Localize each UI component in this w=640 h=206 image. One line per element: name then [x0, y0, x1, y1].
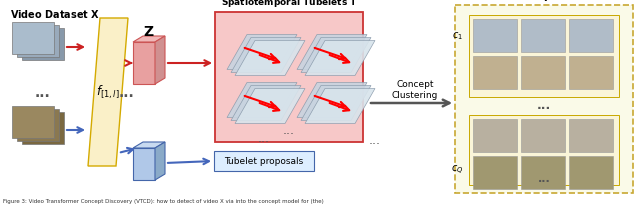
Polygon shape	[231, 37, 301, 73]
Bar	[214, 151, 314, 171]
Text: $\mathbf{Z}$: $\mathbf{Z}$	[143, 25, 155, 39]
Text: $f_{[1,l]}$: $f_{[1,l]}$	[96, 83, 120, 101]
Text: Concepts  $\mathbf{C}_l$: Concepts $\mathbf{C}_l$	[508, 0, 580, 3]
Polygon shape	[155, 36, 165, 84]
Bar	[569, 119, 613, 152]
Bar	[12, 22, 54, 54]
Text: ...: ...	[537, 98, 551, 111]
Text: ...: ...	[283, 124, 295, 137]
Bar	[17, 109, 59, 141]
Bar	[469, 15, 619, 97]
Bar	[215, 12, 363, 142]
Bar	[469, 115, 619, 185]
Polygon shape	[301, 85, 371, 121]
Bar	[521, 156, 565, 189]
Text: $c_1$: $c_1$	[452, 30, 463, 42]
Text: $c_Q$: $c_Q$	[451, 163, 463, 177]
Bar	[521, 119, 565, 152]
Polygon shape	[133, 142, 165, 148]
Polygon shape	[297, 34, 367, 69]
Text: Tubelet proposals: Tubelet proposals	[225, 157, 303, 165]
Bar	[455, 5, 633, 193]
Polygon shape	[88, 18, 128, 166]
Bar	[473, 19, 517, 52]
Bar	[473, 156, 517, 189]
Text: Video Dataset $\mathbf{X}$: Video Dataset $\mathbf{X}$	[10, 8, 100, 20]
Bar	[521, 19, 565, 52]
Text: ...: ...	[538, 174, 550, 184]
Text: ...: ...	[118, 86, 134, 100]
Text: Concept
Clustering: Concept Clustering	[392, 80, 438, 100]
Text: ...: ...	[369, 133, 381, 146]
Polygon shape	[155, 142, 165, 180]
Polygon shape	[227, 34, 297, 69]
Polygon shape	[305, 41, 375, 76]
Polygon shape	[231, 85, 301, 121]
Polygon shape	[133, 36, 165, 42]
Polygon shape	[133, 148, 155, 180]
Text: ...: ...	[258, 132, 270, 145]
Polygon shape	[297, 82, 367, 117]
Bar	[569, 156, 613, 189]
Text: Spatiotemporal Tubelets $\mathbf{T}$: Spatiotemporal Tubelets $\mathbf{T}$	[221, 0, 358, 9]
Bar	[473, 119, 517, 152]
Bar	[12, 106, 54, 138]
Polygon shape	[235, 41, 305, 76]
Bar	[22, 28, 64, 60]
Polygon shape	[235, 89, 305, 124]
Bar	[569, 19, 613, 52]
Polygon shape	[133, 42, 155, 84]
Polygon shape	[305, 89, 375, 124]
Text: ...: ...	[34, 86, 50, 100]
Bar	[473, 56, 517, 89]
Bar	[569, 56, 613, 89]
Polygon shape	[301, 37, 371, 73]
Bar	[22, 112, 64, 144]
Text: Figure 3: Video Transformer Concept Discovery (VTCD): how to detect of video X v: Figure 3: Video Transformer Concept Disc…	[3, 199, 324, 204]
Bar	[521, 56, 565, 89]
Polygon shape	[227, 82, 297, 117]
Bar	[17, 25, 59, 57]
